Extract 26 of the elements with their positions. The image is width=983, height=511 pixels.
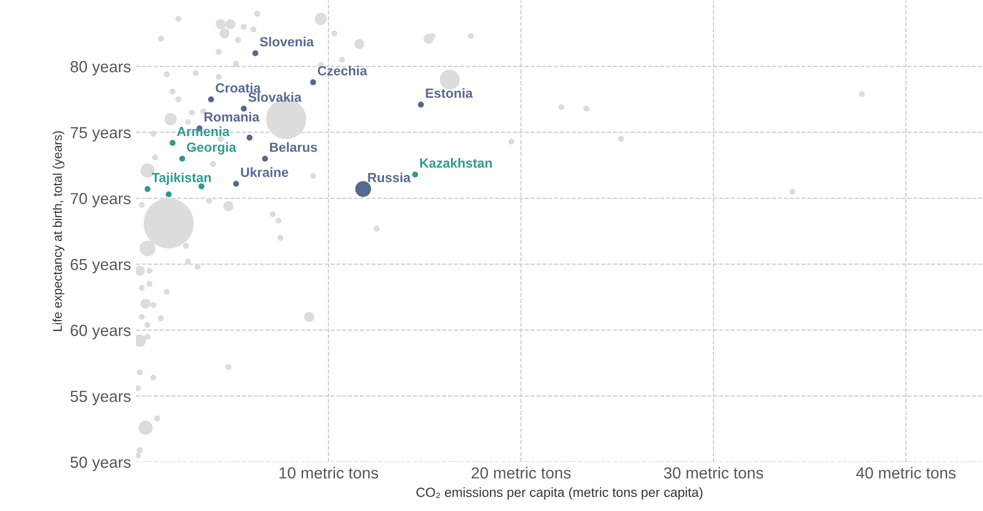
series-label: Belarus [270,142,318,152]
y-tick-label: 65 years [70,258,131,274]
series-label: Slovenia [260,36,314,46]
y-tick-label: 55 years [70,390,131,406]
series-label: Czechia [318,66,368,76]
series-label: Ukraine [241,167,288,177]
series-label: Slovakia [248,92,302,102]
y-axis-title: Life expectancy at birth, total (years) [52,131,64,331]
series-label: Estonia [426,88,473,98]
x-tick-label: 40 metric tons [856,466,956,479]
y-tick-label: 70 years [70,192,131,208]
series-label: Russia [368,172,411,182]
series-label: Croatia [216,82,261,93]
y-tick-label: 80 years [70,61,131,76]
x-tick-label: 10 metric tons [280,466,378,479]
series-label: Romania [204,112,260,122]
series-label: Kazakhstan [420,158,492,168]
x-tick-label: 30 metric tons [664,466,764,479]
y-tick-label: 50 years [70,456,131,472]
y-tick-label: 75 years [70,127,131,142]
x-axis-title: CO₂ emissions per capita (metric tons per capita) [416,487,702,500]
series-label: Armenia [177,126,230,136]
y-tick-label: 60 years [70,324,131,340]
series-label: Tajikistan [152,172,211,185]
series-label: Georgia [186,142,236,155]
x-tick-label: 20 metric tons [472,466,571,479]
